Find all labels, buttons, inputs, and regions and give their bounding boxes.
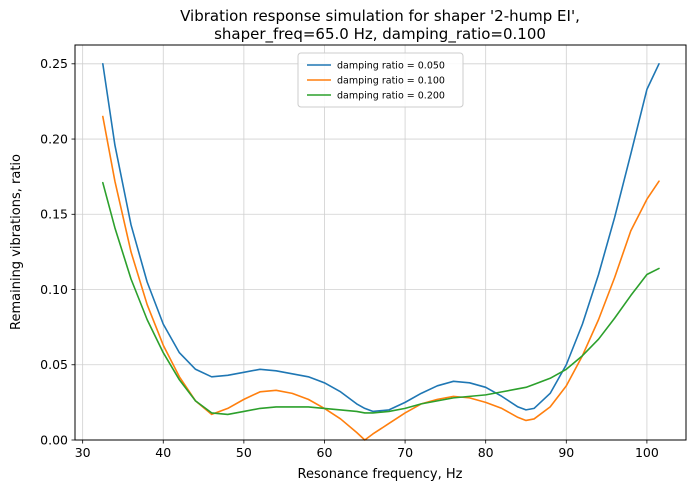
x-tick-label: 30 [75,445,91,460]
x-tick-label: 90 [558,445,574,460]
legend-label-1: damping ratio = 0.100 [337,76,445,87]
y-tick-label: 0.20 [40,131,68,146]
plot-border [74,44,687,441]
chart-title-line2: shaper_freq=65.0 Hz, damping_ratio=0.100 [214,25,546,44]
x-tick-label: 70 [397,445,413,460]
y-tick-label: 0.00 [40,432,68,447]
x-tick-label: 100 [635,445,659,460]
y-tick-label: 0.10 [40,282,68,297]
series-line-0 [102,63,660,413]
y-axis-label: Remaining vibrations, ratio [9,154,24,330]
y-tick-label: 0.15 [40,207,68,222]
x-tick-label: 60 [317,445,333,460]
series-line-1 [102,115,660,441]
x-tick-label: 80 [478,445,494,460]
legend-label-0: damping ratio = 0.050 [337,61,445,72]
chart-title-line1: Vibration response simulation for shaper… [180,7,580,25]
x-tick-label: 50 [236,445,252,460]
axis-layer: 30 40 50 60 70 80 90 100 0.00 0.05 0.10 0.15 0.20 0.2… [40,56,659,460]
legend: damping ratio = 0.050 damping ratio = 0.1… [297,52,464,108]
series-layer [102,63,660,441]
legend-label-2: damping ratio = 0.200 [337,91,445,102]
legend-box [297,52,464,108]
x-axis-label: Resonance frequency, Hz [298,467,463,482]
y-tick-label: 0.05 [40,357,68,372]
y-tick-label: 0.25 [40,56,68,71]
series-line-2 [102,181,660,416]
x-tick-label: 40 [155,445,171,460]
